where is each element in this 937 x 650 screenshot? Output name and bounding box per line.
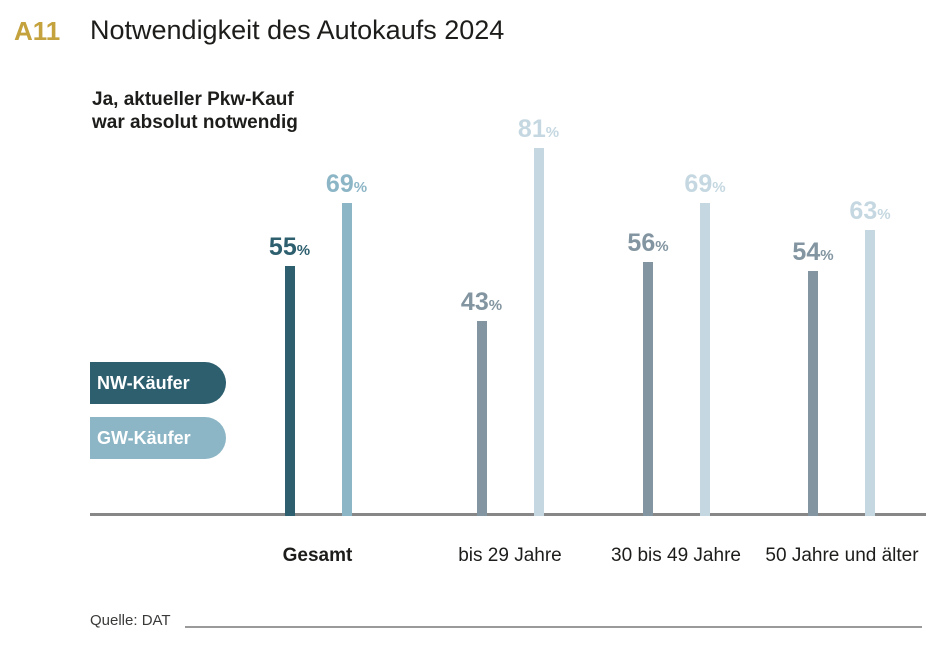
bar-value-label-nw-0: 55%	[269, 235, 310, 260]
bar-value-label-nw-1: 43%	[460, 287, 503, 316]
bar-value-number: 69	[325, 169, 354, 198]
chart-subtitle: Ja, aktueller Pkw-Kauf war absolut notwe…	[92, 88, 298, 134]
bar-value-number: 55	[268, 233, 297, 262]
bar-gw-50-jahre-und-lter	[865, 229, 875, 516]
bar-nw-bis-29-jahre	[476, 320, 487, 516]
legend-label-gw: GW-Käufer	[97, 427, 191, 448]
bar-value-unit: %	[820, 246, 834, 264]
legend-label-nw: NW-Käufer	[97, 372, 190, 393]
bar-nw-30-bis-49-jahre	[643, 261, 653, 516]
category-label-3: 50 Jahre und älter	[765, 545, 919, 566]
source-label: Quelle: DAT	[90, 612, 171, 629]
bar-nw-gesamt	[284, 266, 295, 516]
bar-value-number: 69	[684, 169, 713, 198]
chart-subtitle-line1: Ja, aktueller Pkw-Kauf	[92, 89, 294, 110]
source-divider-line	[185, 626, 922, 628]
figure-tag: A11	[14, 16, 61, 46]
bar-value-label-gw-0: 69%	[325, 169, 368, 198]
bar-value-number: 56	[627, 228, 656, 257]
bar-value-unit: %	[712, 178, 726, 196]
bar-gw-bis-29-jahre	[533, 148, 544, 516]
legend-item-gw-kaeufer: GW-Käufer	[90, 417, 226, 459]
bar-gw-gesamt	[341, 202, 352, 516]
bar-value-number: 81	[517, 115, 546, 144]
category-label-2: 30 bis 49 Jahre	[611, 545, 741, 566]
bar-value-label-nw-3: 54%	[792, 237, 834, 266]
bar-value-label-gw-2: 69%	[684, 169, 726, 198]
legend-item-nw-kaeufer: NW-Käufer	[90, 362, 226, 404]
bar-value-label-gw-1: 81%	[518, 117, 559, 142]
category-label-1: bis 29 Jahre	[458, 545, 562, 566]
bar-value-number: 63	[849, 196, 878, 225]
bar-value-number: 54	[792, 237, 821, 266]
bar-value-label-nw-2: 56%	[627, 228, 669, 257]
bar-value-unit: %	[296, 242, 311, 260]
bar-value-unit: %	[353, 178, 368, 196]
bar-value-label-gw-3: 63%	[849, 196, 891, 225]
category-label-0: Gesamt	[282, 545, 353, 566]
bar-value-unit: %	[655, 237, 669, 255]
bar-nw-50-jahre-und-lter	[808, 270, 818, 516]
bar-value-number: 43	[460, 287, 489, 316]
page-title: Notwendigkeit des Autokaufs 2024	[90, 15, 505, 45]
bar-value-unit: %	[877, 205, 891, 223]
chart-subtitle-line2: war absolut notwendig	[92, 112, 298, 133]
bar-gw-30-bis-49-jahre	[700, 202, 710, 516]
x-axis-baseline	[90, 513, 926, 516]
bar-value-unit: %	[488, 296, 503, 314]
bar-value-unit: %	[545, 124, 560, 142]
